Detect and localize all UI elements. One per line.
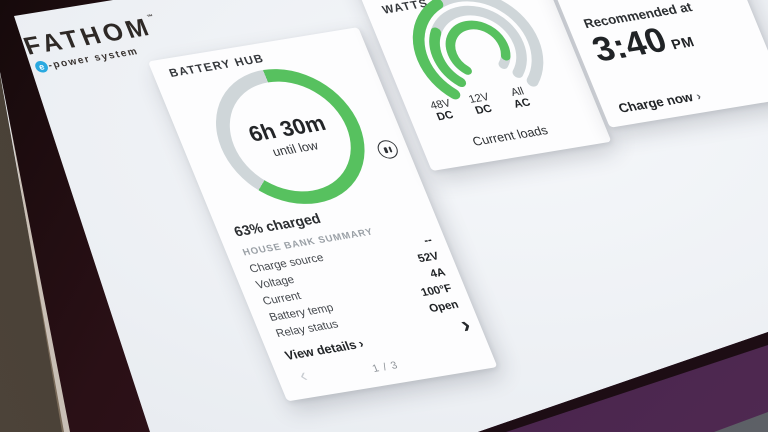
battery-ring-center: 6h 30m until low (211, 73, 369, 200)
charge-now-button[interactable]: Charge now› (616, 89, 704, 116)
charge-percent-label: 63% charged (231, 210, 323, 240)
row-value: 52V (416, 250, 441, 266)
watts-on-card[interactable]: WATTS ON 48V DC 12V DC All AC Current loads (331, 0, 612, 172)
current-loads-gauge-chart (412, 0, 544, 110)
row-value: -- (421, 234, 435, 247)
battery-ring-chart: 6h 30m until low (193, 58, 387, 215)
meridiem-label: PM (668, 33, 697, 53)
screen-ui-plane: FATHOM™ e -power system BATTERY HUB 6h 3… (20, 0, 768, 432)
row-value: 4A (428, 266, 448, 281)
trademark: ™ (146, 14, 155, 21)
carousel-next-button[interactable]: › (456, 311, 475, 339)
chevron-right-icon: › (693, 89, 704, 103)
outlet-icon (374, 138, 401, 160)
